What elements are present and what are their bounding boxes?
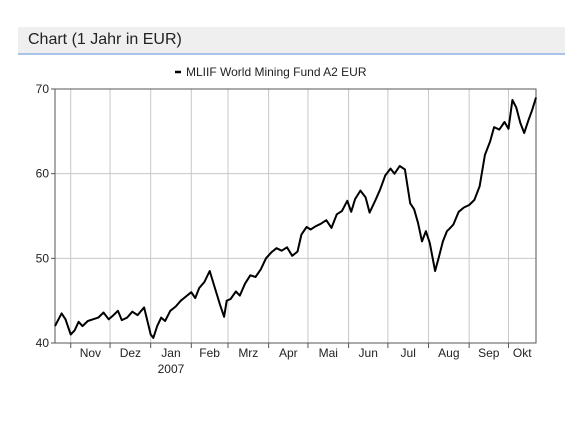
plot-area-frame <box>54 88 537 344</box>
x-tick-label: Jul <box>401 346 416 360</box>
x-axis-ticks: Nov Dez Jan Feb Mrz Apr Mai Jun Jul Aug Sep Okt <box>70 343 532 360</box>
y-tick-label: 60 <box>36 167 50 181</box>
x-tick-label: Jun <box>359 346 378 360</box>
legend-label: MLIIF World Mining Fund A2 EUR <box>186 65 367 79</box>
x-tick-label: Aug <box>438 346 459 360</box>
x-tick-label: Jan <box>161 346 180 360</box>
series-line <box>54 97 537 339</box>
y-tick-label: 50 <box>36 251 50 265</box>
x-tick-label: Dez <box>120 346 141 360</box>
grid-lines <box>55 89 536 343</box>
x-tick-label: Apr <box>279 346 298 360</box>
x-tick-label: Feb <box>199 346 220 360</box>
x-tick-label: Sep <box>478 346 500 360</box>
y-tick-label: 40 <box>36 336 50 350</box>
y-tick-label: 70 <box>36 82 50 96</box>
x-tick-label: Okt <box>513 346 532 360</box>
x-tick-label: Mrz <box>238 346 258 360</box>
chart-panel-header: Chart (1 Jahr in EUR) <box>18 27 565 55</box>
x-axis-year-label: 2007 <box>158 362 185 376</box>
chart-panel-title: Chart (1 Jahr in EUR) <box>28 31 182 48</box>
legend: MLIIF World Mining Fund A2 EUR <box>175 65 367 79</box>
x-tick-label: Mai <box>319 346 338 360</box>
x-tick-label: Nov <box>80 346 101 360</box>
y-axis-ticks: 40 50 60 70 <box>36 82 55 350</box>
